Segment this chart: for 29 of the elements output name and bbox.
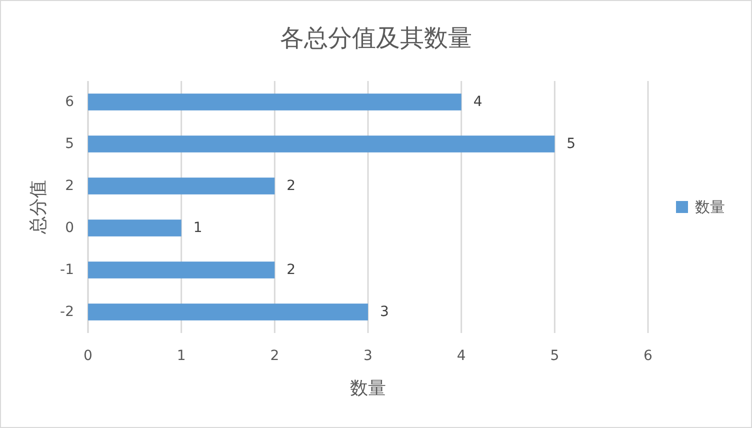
y-tick-label: 0 <box>65 220 74 236</box>
bar <box>88 262 275 278</box>
data-label: 4 <box>473 94 482 110</box>
x-tick-label: 1 <box>176 348 186 364</box>
x-tick-label: 4 <box>456 348 466 364</box>
y-tick-label: 5 <box>65 136 74 152</box>
x-axis-title: 数量 <box>350 378 386 399</box>
x-tick-label: 2 <box>270 348 280 364</box>
bar <box>88 94 462 110</box>
y-tick-label: 6 <box>65 94 74 110</box>
x-tick-label: 0 <box>84 348 92 364</box>
y-axis-title: 总分值 <box>28 180 49 235</box>
data-label: 5 <box>566 136 576 152</box>
x-tick-label: 5 <box>550 348 560 364</box>
x-tick-label: 3 <box>364 348 372 364</box>
x-tick-label: 6 <box>644 348 653 364</box>
bar <box>88 136 555 152</box>
y-tick-label: -2 <box>60 304 74 320</box>
y-tick-label: -1 <box>60 262 74 278</box>
bar <box>88 304 368 320</box>
legend-label: 数量 <box>695 198 725 216</box>
chart-title: 各总分值及其数量 <box>280 24 472 52</box>
bar <box>88 220 182 236</box>
y-tick-label: 2 <box>65 178 74 194</box>
data-label: 1 <box>193 220 202 236</box>
bar <box>88 178 275 194</box>
data-label: 3 <box>380 304 389 320</box>
data-label: 2 <box>286 178 296 194</box>
data-label: 2 <box>286 262 296 278</box>
